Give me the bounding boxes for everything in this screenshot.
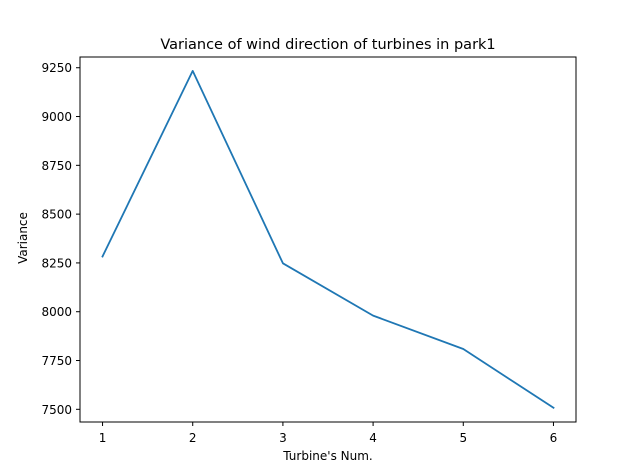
y-axis: 7500 7750 8000 8250 8500 8750 9000 9250 bbox=[41, 61, 80, 417]
y-tick-label: 8250 bbox=[41, 256, 72, 270]
y-axis-label: Variance bbox=[16, 212, 30, 264]
series-layer bbox=[101, 70, 555, 410]
x-tick-label: 3 bbox=[279, 431, 287, 445]
y-tick-label: 7500 bbox=[41, 403, 72, 417]
x-axis: 1 2 3 4 5 6 bbox=[99, 422, 558, 445]
plot-area-frame bbox=[79, 56, 577, 423]
y-tick-label: 9250 bbox=[41, 61, 72, 75]
series-line bbox=[101, 70, 555, 410]
x-tick-label: 5 bbox=[459, 431, 467, 445]
y-tick-label: 7750 bbox=[41, 354, 72, 368]
y-tick-label: 8500 bbox=[41, 208, 72, 222]
x-tick-label: 2 bbox=[189, 431, 197, 445]
chart-title: Variance of wind direction of turbines i… bbox=[160, 37, 495, 53]
y-tick-label: 9000 bbox=[41, 110, 72, 124]
y-tick-label: 8000 bbox=[41, 305, 72, 319]
y-tick-label: 8750 bbox=[41, 159, 72, 173]
x-tick-label: 4 bbox=[369, 431, 377, 445]
x-tick-label: 1 bbox=[99, 431, 107, 445]
x-axis-label: Turbine's Num. bbox=[282, 449, 372, 463]
x-tick-label: 6 bbox=[550, 431, 558, 445]
